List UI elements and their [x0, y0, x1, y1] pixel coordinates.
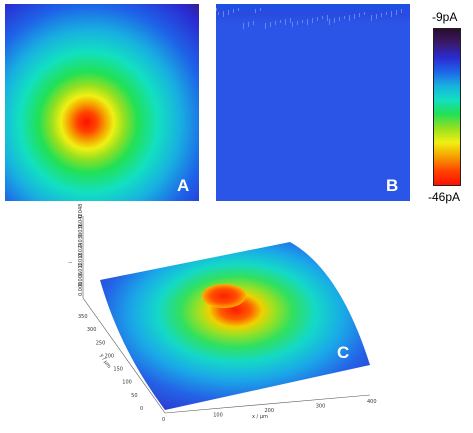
y-tick-label: 100 [122, 380, 132, 386]
noise-speck [364, 12, 365, 15]
noise-speck [376, 14, 377, 19]
noise-speck [248, 22, 249, 27]
x-tick-labels: 0 100 200 300 400 [162, 399, 377, 423]
z-axis-label: i [68, 262, 74, 263]
noise-speck [359, 13, 360, 17]
noise-speck [238, 8, 239, 11]
noise-speck [265, 23, 266, 29]
heatmap-b-graphic [216, 4, 410, 201]
noise-speck [270, 22, 271, 27]
heatmap-b-fill [216, 4, 410, 201]
noise-speck [285, 19, 286, 25]
noise-speck [401, 9, 402, 13]
y-tick-label: 50 [131, 393, 137, 399]
noise-speck [322, 16, 323, 19]
noise-speck [275, 21, 276, 25]
noise-speck [344, 16, 345, 19]
noise-speck [381, 13, 382, 17]
noise-speck [339, 17, 340, 21]
noise-speck [280, 20, 281, 23]
noise-speck [312, 18, 313, 23]
y-tick-labels: 0 50 100 150 200 250 300 350 [78, 314, 143, 412]
panel-a-letter: A [177, 176, 190, 195]
y-axis-line [82, 297, 166, 414]
noise-speck [243, 23, 244, 29]
noise-speck [329, 19, 330, 25]
x-axis-line [164, 394, 371, 414]
surface-peak [202, 284, 246, 308]
x-tick-label: 0 [162, 417, 165, 423]
z-tick-label: 0.036 [78, 223, 84, 237]
noise-speck [290, 18, 291, 23]
heatmap-panel-b: B [216, 4, 410, 201]
noise-speck [233, 9, 234, 13]
noise-speck [327, 15, 328, 21]
surface-mesh [100, 242, 370, 410]
noise-speck [302, 20, 303, 23]
noise-speck [396, 10, 397, 15]
z-tick-label: 0.018 [78, 252, 84, 266]
noise-speck [371, 15, 372, 21]
noise-speck [228, 10, 229, 15]
noise-speck [255, 9, 256, 13]
y-tick-label: 0 [140, 406, 143, 412]
surface-axes [82, 216, 371, 414]
colorbar [433, 28, 461, 186]
z-tick-label: 0.012 [78, 262, 84, 276]
y-tick-label: 350 [78, 314, 88, 320]
noise-speck [354, 14, 355, 19]
noise-speck [391, 11, 392, 17]
z-tick-label: 0.006 [78, 272, 84, 286]
x-tick-label: 200 [265, 408, 275, 414]
z-tick-label: 0.030 [78, 233, 84, 247]
noise-speck [260, 8, 261, 11]
heatmap-panel-a: A [5, 4, 199, 201]
surface-plot-c: 0.0000.0060.0120.0180.0240.0300.0360.042… [68, 204, 377, 423]
noise-speck [297, 21, 298, 25]
x-tick-label: 300 [316, 404, 326, 410]
y-tick-label: 200 [105, 353, 115, 359]
y-tick-label: 250 [96, 340, 106, 346]
panel-b-letter: B [386, 176, 399, 195]
heatmap-a-graphic [5, 4, 199, 201]
noise-speck [216, 8, 217, 11]
z-tick-label: 0.042 [78, 213, 84, 227]
heatmap-a-fill [5, 4, 199, 201]
noise-speck [334, 18, 335, 23]
z-tick-label: 0.000 [78, 282, 84, 296]
noise-speck [386, 12, 387, 15]
noise-speck [317, 17, 318, 21]
y-tick-label: 150 [113, 367, 123, 373]
noise-speck [349, 15, 350, 21]
panel-c-letter: C [337, 343, 349, 362]
noise-speck [223, 11, 224, 17]
z-tick-label: 0.024 [78, 243, 84, 257]
heatmap-b-noise [216, 8, 402, 29]
z-tick-label: 0.048 [78, 204, 84, 218]
y-tick-label: 300 [87, 327, 97, 333]
noise-speck [253, 21, 254, 25]
x-tick-label: 400 [367, 399, 377, 405]
noise-speck [218, 12, 219, 15]
x-tick-label: 100 [213, 413, 223, 419]
colorbar-max-label: -9pA [432, 10, 458, 24]
x-axis-label: x / μm [252, 414, 268, 420]
colorbar-min-label: -46pA [428, 190, 461, 204]
noise-speck [292, 22, 293, 27]
z-tick-labels: 0.0000.0060.0120.0180.0240.0300.0360.042… [78, 204, 84, 296]
noise-speck [307, 19, 308, 25]
